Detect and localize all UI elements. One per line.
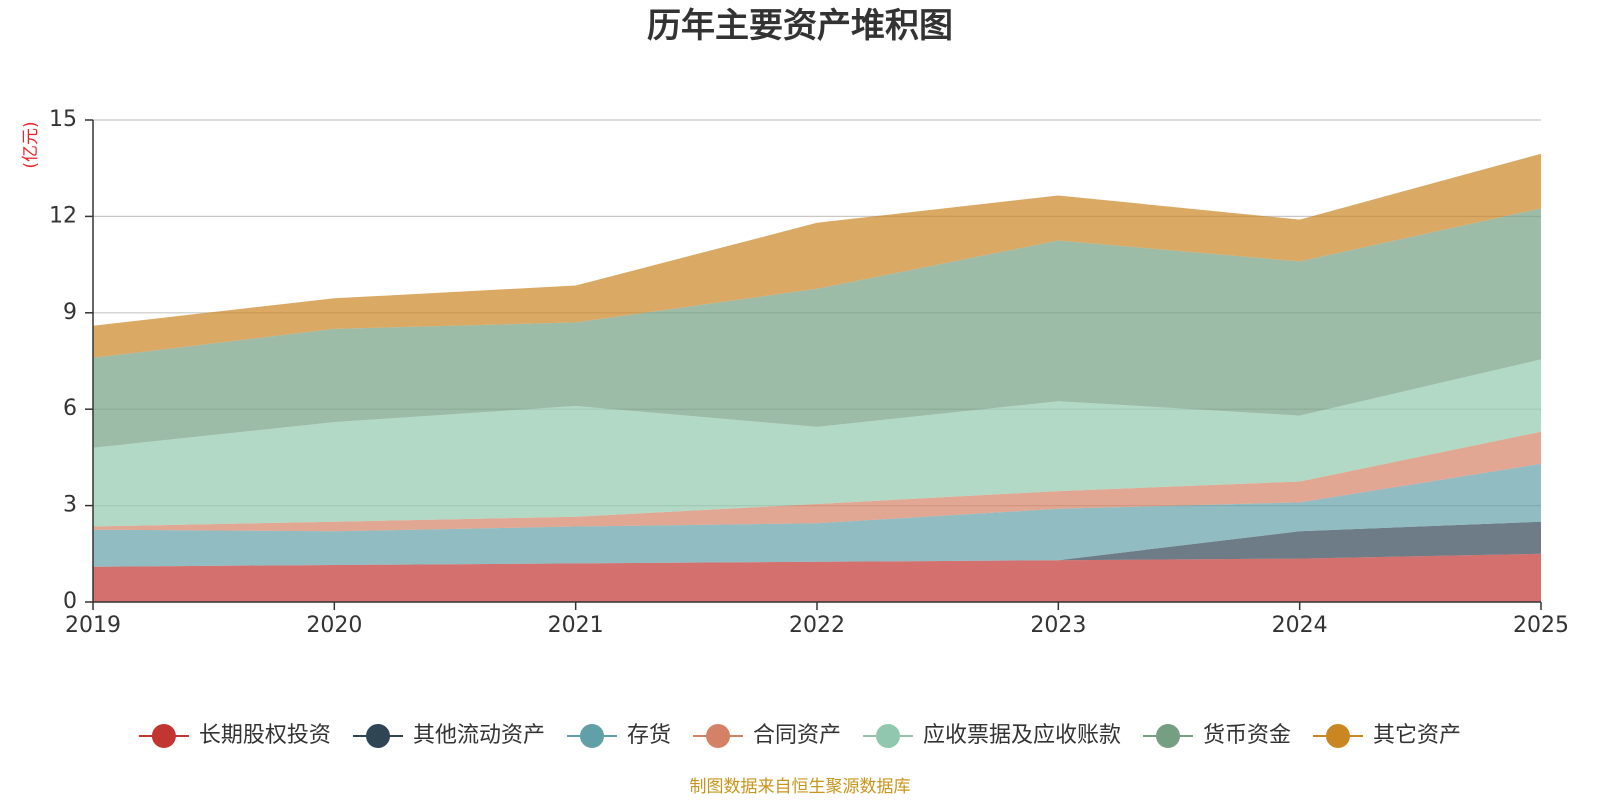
- x-tick-label-2021: 2021: [548, 613, 604, 638]
- legend-marker-0: [151, 724, 176, 748]
- legend-item-3: 合同资产: [693, 723, 841, 748]
- legend-label-2: 存货: [627, 723, 671, 748]
- y-tick-label-9: 9: [63, 300, 77, 325]
- legend-label-3: 合同资产: [753, 723, 841, 748]
- y-axis-unit-label: (亿元): [21, 121, 41, 168]
- legend: 长期股权投资 其他流动资产 存货 合同资产 应收票据及应收账款 货币资金 其它资产: [138, 723, 1461, 748]
- area-series-group: [93, 153, 1541, 602]
- legend-marker-4: [876, 724, 900, 748]
- x-tick-label-2023: 2023: [1030, 613, 1086, 638]
- x-tick-label-2019: 2019: [65, 613, 121, 638]
- data-source-note: 制图数据来自恒生聚源数据库: [690, 777, 911, 797]
- y-tick-label-3: 3: [63, 493, 77, 518]
- x-tick-label-2024: 2024: [1272, 613, 1328, 638]
- area-series-5: [93, 208, 1541, 448]
- legend-item-0: 长期股权投资: [138, 723, 331, 748]
- legend-item-2: 存货: [567, 723, 671, 748]
- y-tick-label-12: 12: [49, 203, 77, 228]
- area-series-3: [93, 431, 1541, 532]
- legend-marker-5: [1156, 724, 1180, 748]
- x-tick-label-2020: 2020: [306, 613, 362, 638]
- legend-label-5: 货币资金: [1203, 723, 1291, 748]
- x-tick-label-2025: 2025: [1513, 613, 1569, 638]
- legend-marker-2: [580, 724, 604, 748]
- area-series-6: [93, 153, 1541, 358]
- legend-label-1: 其他流动资产: [413, 723, 545, 748]
- area-series-2: [93, 463, 1541, 567]
- y-tick-label-0: 0: [63, 589, 77, 614]
- y-tick-label-15: 15: [49, 107, 77, 132]
- area-series-0: [93, 553, 1541, 602]
- legend-label-6: 其它资产: [1373, 723, 1461, 748]
- legend-item-5: 货币资金: [1143, 723, 1291, 748]
- legend-label-4: 应收票据及应收账款: [923, 723, 1121, 748]
- legend-item-4: 应收票据及应收账款: [863, 723, 1121, 748]
- chart-title: 历年主要资产堆积图: [647, 6, 953, 46]
- y-tick-label-6: 6: [63, 396, 77, 421]
- legend-marker-3: [706, 724, 730, 748]
- legend-marker-1: [366, 724, 390, 748]
- legend-marker-6: [1326, 724, 1350, 748]
- area-series-1: [93, 521, 1541, 567]
- axes: 0 3 6 9 12 15 2019 2020 2021 2022 2023 2024 2025: [49, 107, 1569, 638]
- area-series-4: [93, 359, 1541, 527]
- legend-label-0: 长期股权投资: [199, 723, 331, 748]
- x-tick-label-2022: 2022: [789, 613, 845, 638]
- legend-item-1: 其他流动资产: [353, 723, 545, 748]
- legend-item-6: 其它资产: [1313, 723, 1461, 748]
